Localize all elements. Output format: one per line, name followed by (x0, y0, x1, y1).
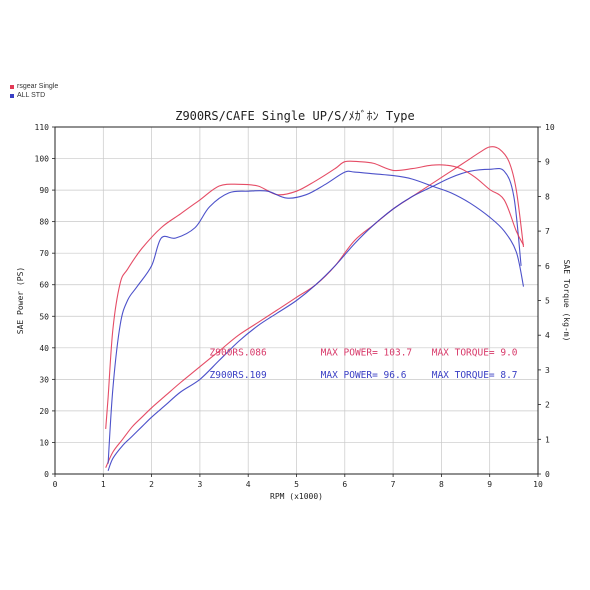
series-line-2 (105, 160, 524, 429)
y-tick-label: 80 (39, 218, 49, 227)
x-tick-label: 8 (439, 480, 444, 489)
x-tick-label: 6 (342, 480, 347, 489)
x-tick-label: 10 (533, 480, 543, 489)
legend-label-std: ALL STD (17, 92, 46, 99)
series-line-3 (107, 170, 525, 464)
x-tick-label: 4 (246, 480, 251, 489)
x-tick-label: 1 (101, 480, 106, 489)
y-tick-label: 30 (39, 375, 49, 384)
annotation-text: MAX TORQUE= 8.7 (432, 370, 518, 381)
legend-item-std: ALL STD (10, 91, 58, 100)
annotation-text: MAX TORQUE= 9.0 (432, 348, 518, 359)
y-axis-label: SAE Power (PS) (16, 267, 25, 334)
x-tick-label: 2 (149, 480, 154, 489)
x-tick-label: 9 (487, 480, 492, 489)
series-line-1 (107, 167, 522, 471)
y-tick-label: 110 (35, 123, 50, 132)
y-tick-label: 50 (39, 312, 49, 321)
x-tick-label: 7 (391, 480, 396, 489)
x-tick-label: 5 (294, 480, 299, 489)
y-tick-label: 70 (39, 249, 49, 258)
y2-tick-label: 1 (545, 435, 550, 444)
legend-swatch-blue (10, 93, 14, 98)
annotation-text: Z900RS.109 (210, 370, 267, 381)
y2-tick-label: 8 (545, 192, 550, 201)
ticks: 0 1 2 3 4 5 6 7 8 9 100102030405060708090100110012… (35, 123, 555, 489)
legend-item-rsgear: rsgear Single (10, 82, 58, 91)
y-tick-label: 20 (39, 407, 49, 416)
y-tick-label: 0 (44, 470, 49, 479)
legend-swatch-red (10, 84, 14, 89)
y2-tick-label: 3 (545, 366, 550, 375)
grid (55, 127, 538, 474)
chart-title: Z900RS/CAFE Single UP/S/ﾒｶﾞﾎﾝ Type (175, 109, 415, 123)
y-tick-label: 90 (39, 186, 49, 195)
annotation-text: MAX POWER= 103.7 (321, 348, 413, 359)
y2-tick-label: 2 (545, 401, 550, 410)
series-line-0 (105, 146, 525, 468)
y-tick-label: 40 (39, 344, 49, 353)
y2-tick-label: 6 (545, 262, 550, 271)
x-axis-label: RPM (x1000) (270, 492, 323, 501)
y2-tick-label: 7 (545, 227, 550, 236)
legend-label-rsgear: rsgear Single (17, 83, 59, 90)
plot-frame (54, 126, 539, 475)
y-tick-label: 10 (39, 438, 49, 447)
x-tick-label: 3 (197, 480, 202, 489)
annotation-text: MAX POWER= 96.6 (321, 370, 407, 381)
y2-tick-label: 10 (545, 123, 555, 132)
annotation-text: Z900RS.086 (210, 348, 267, 359)
y2-tick-label: 9 (545, 158, 550, 167)
y2-axis-label: SAE Torque (kg-m) (562, 260, 571, 342)
y2-tick-label: 4 (545, 331, 550, 340)
y-tick-label: 100 (35, 155, 50, 164)
legend: rsgear Single ALL STD (10, 82, 58, 100)
y-tick-label: 60 (39, 281, 49, 290)
series-group (105, 146, 525, 471)
x-tick-label: 0 (53, 480, 58, 489)
annotations: Z900RS.086 MAX POWER= 103.7 MAX TORQUE= 9.… (210, 348, 518, 381)
y2-tick-label: 0 (545, 470, 550, 479)
y2-tick-label: 5 (545, 297, 550, 306)
